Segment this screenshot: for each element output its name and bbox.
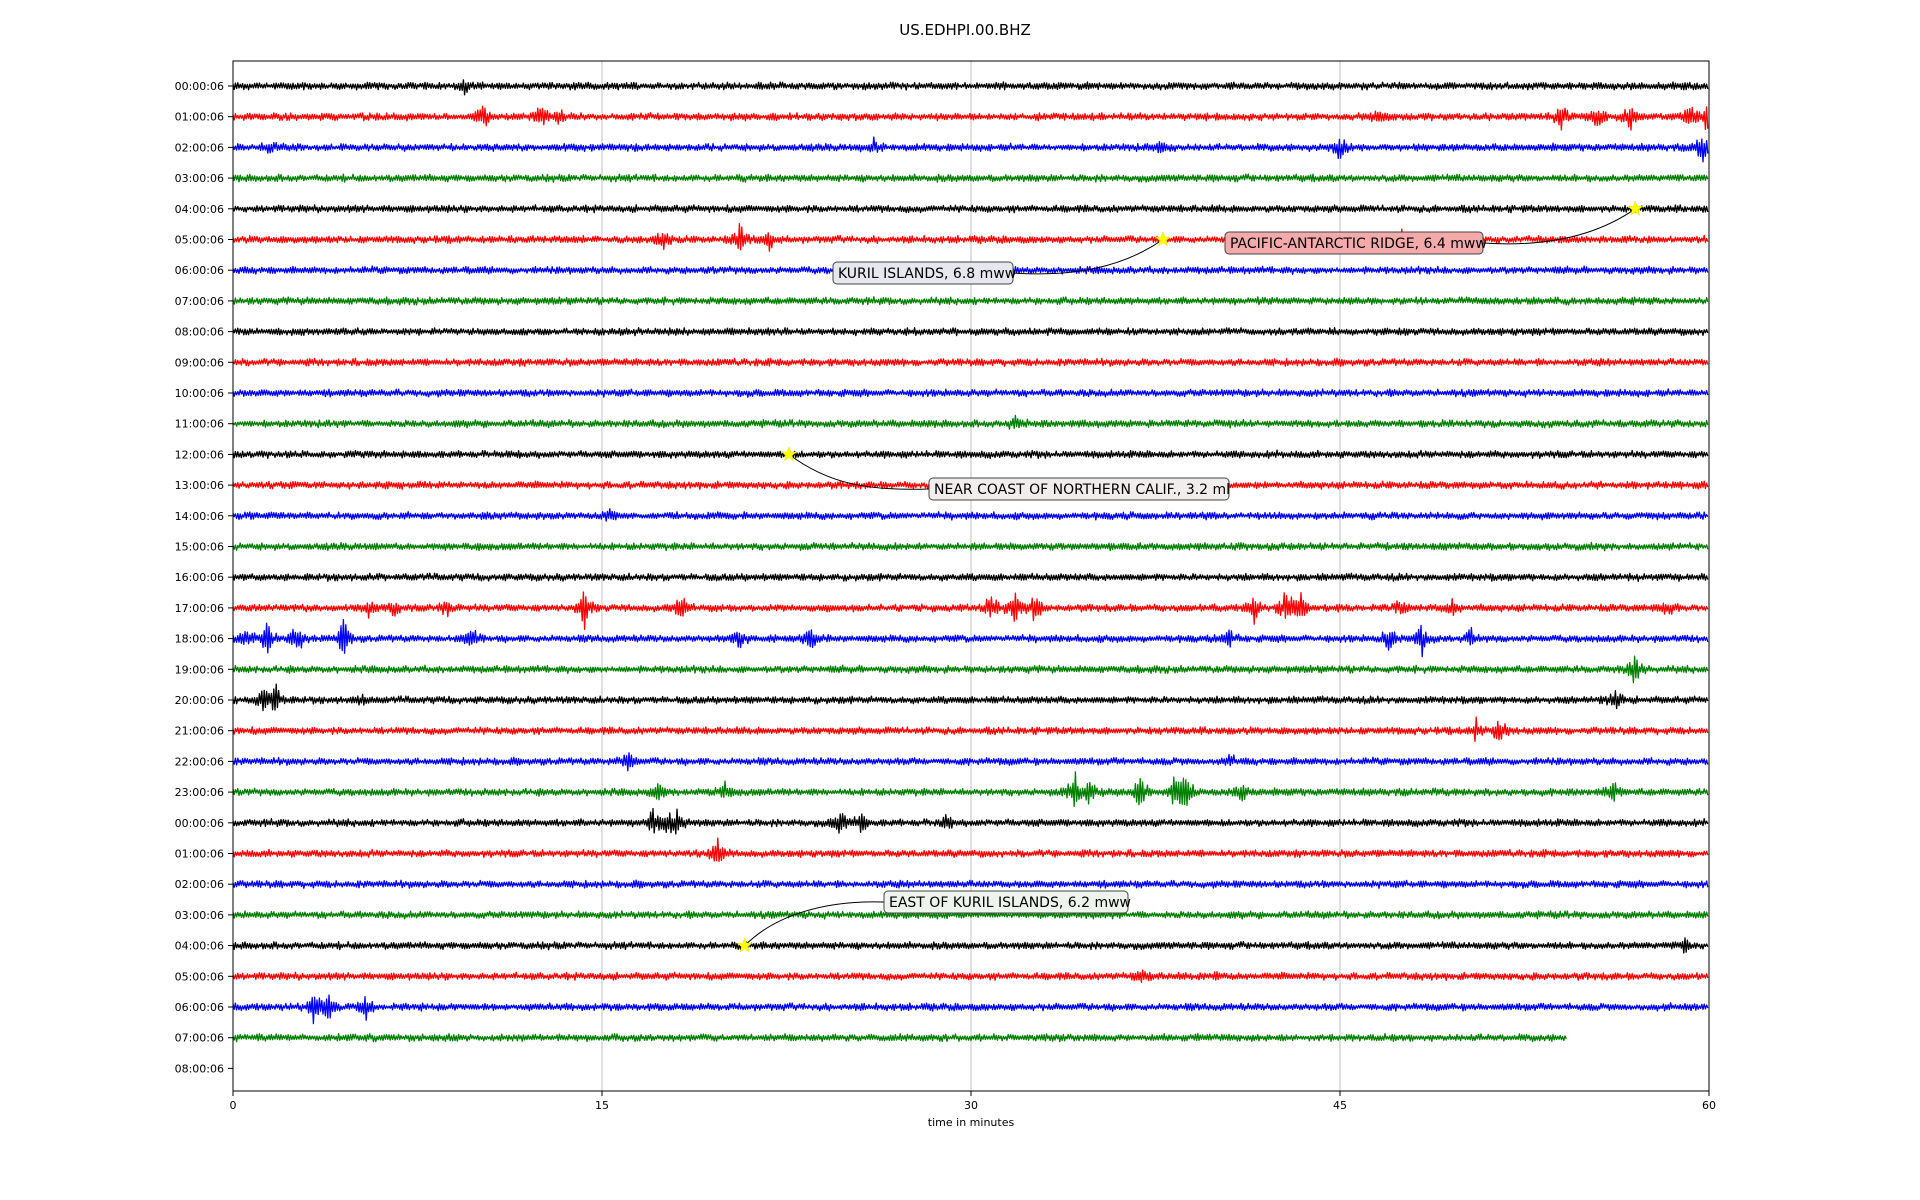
trace-line [232, 879, 1709, 890]
trace-line [232, 572, 1709, 583]
x-tick-label: 60 [1702, 1099, 1716, 1112]
event-label: KURIL ISLANDS, 6.8 mww [838, 266, 1016, 282]
y-tick-label: 01:00:06 [175, 111, 224, 124]
event-label: EAST OF KURIL ISLANDS, 6.2 mww [889, 895, 1131, 911]
event-annotations: PACIFIC-ANTARCTIC RIDGE, 6.4 mww KURIL IS… [736, 200, 1644, 953]
y-tick-label: 05:00:06 [175, 234, 224, 247]
y-tick-label: 07:00:06 [175, 1032, 224, 1045]
y-tick-label: 06:00:06 [175, 1001, 224, 1014]
x-tick-label: 45 [1333, 1099, 1347, 1112]
event-label-box [1224, 231, 1484, 255]
trace-line [232, 508, 1709, 522]
trace-line [232, 327, 1709, 337]
x-tick-label: 0 [230, 1099, 237, 1112]
trace-line [232, 618, 1709, 658]
event-label-box [928, 477, 1230, 501]
trace-line [232, 994, 1709, 1025]
y-tick-label: 08:00:06 [175, 326, 224, 339]
event-label-box [883, 890, 1129, 914]
y-tick-label: 10:00:06 [175, 387, 224, 400]
trace-line [232, 414, 1709, 430]
y-tick-label: 14:00:06 [175, 510, 224, 523]
chart-title: US.EDHPI.00.BHZ [899, 21, 1031, 39]
y-tick-label: 15:00:06 [175, 541, 224, 554]
trace-line [232, 357, 1709, 367]
y-tick-label: 03:00:06 [175, 172, 224, 185]
event-label: PACIFIC-ANTARCTIC RIDGE, 6.4 mww [1230, 236, 1487, 252]
y-tick-label: 02:00:06 [175, 878, 224, 891]
trace-line [232, 807, 1709, 835]
y-tick-label: 20:00:06 [175, 694, 224, 707]
trace-line [232, 449, 1709, 460]
event-connector [788, 453, 930, 490]
event-connector [1012, 239, 1164, 275]
trace-line [232, 388, 1709, 398]
x-tick-labels: 0 15 30 45 60 [230, 1091, 1716, 1112]
y-tick-label: 03:00:06 [175, 909, 224, 922]
trace-rows [232, 79, 1709, 1043]
y-tick-label: 04:00:06 [175, 940, 224, 953]
trace-line [232, 296, 1709, 306]
y-tick-label: 16:00:06 [175, 571, 224, 584]
trace-line [232, 591, 1709, 630]
y-tick-label: 08:00:06 [175, 1062, 224, 1075]
y-tick-label: 04:00:06 [175, 203, 224, 216]
event-label-box [832, 261, 1014, 285]
trace-line [232, 541, 1709, 552]
trace-line [232, 683, 1709, 712]
y-tick-label: 06:00:06 [175, 264, 224, 277]
y-tick-label: 02:00:06 [175, 141, 224, 154]
x-tick-label: 15 [595, 1099, 609, 1112]
y-tick-label: 23:00:06 [175, 786, 224, 799]
event-connector [744, 901, 885, 946]
y-tick-label: 00:00:06 [175, 80, 224, 93]
event-star-marker [781, 446, 797, 462]
trace-line [232, 937, 1709, 954]
y-tick-label: 19:00:06 [175, 663, 224, 676]
trace-line [232, 173, 1709, 183]
event-label: NEAR COAST OF NORTHERN CALIF., 3.2 ml [934, 482, 1230, 498]
y-tick-label: 01:00:06 [175, 848, 224, 861]
trace-line [232, 716, 1709, 743]
y-tick-label: 09:00:06 [175, 356, 224, 369]
trace-line [232, 771, 1709, 807]
y-tick-label: 05:00:06 [175, 970, 224, 983]
plot-frame [232, 60, 1710, 1092]
y-tick-labels: 00:00:06 01:00:06 02:00:06 03:00:06 04:00:06… [175, 80, 233, 1075]
trace-line [232, 136, 1709, 163]
x-tick-label: 30 [964, 1099, 978, 1112]
trace-line [232, 1032, 1567, 1043]
y-tick-label: 21:00:06 [175, 725, 224, 738]
y-tick-label: 18:00:06 [175, 633, 224, 646]
event-star-marker [1627, 200, 1644, 216]
event-connector [1482, 208, 1636, 245]
y-tick-label: 00:00:06 [175, 817, 224, 830]
trace-line [232, 105, 1709, 131]
trace-line [232, 752, 1709, 772]
y-tick-label: 12:00:06 [175, 448, 224, 461]
y-tick-label: 07:00:06 [175, 295, 224, 308]
y-tick-label: 22:00:06 [175, 755, 224, 768]
trace-line [232, 204, 1709, 214]
event-star-marker [736, 937, 753, 953]
y-tick-label: 17:00:06 [175, 602, 224, 615]
trace-line [232, 655, 1709, 684]
trace-line [232, 837, 1709, 863]
trace-line [232, 79, 1709, 96]
trace-line [232, 969, 1709, 983]
event-star-marker [1154, 231, 1171, 247]
y-tick-label: 13:00:06 [175, 479, 224, 492]
x-axis-label: time in minutes [928, 1116, 1015, 1129]
trace-line [232, 910, 1709, 920]
y-tick-label: 11:00:06 [175, 418, 224, 431]
